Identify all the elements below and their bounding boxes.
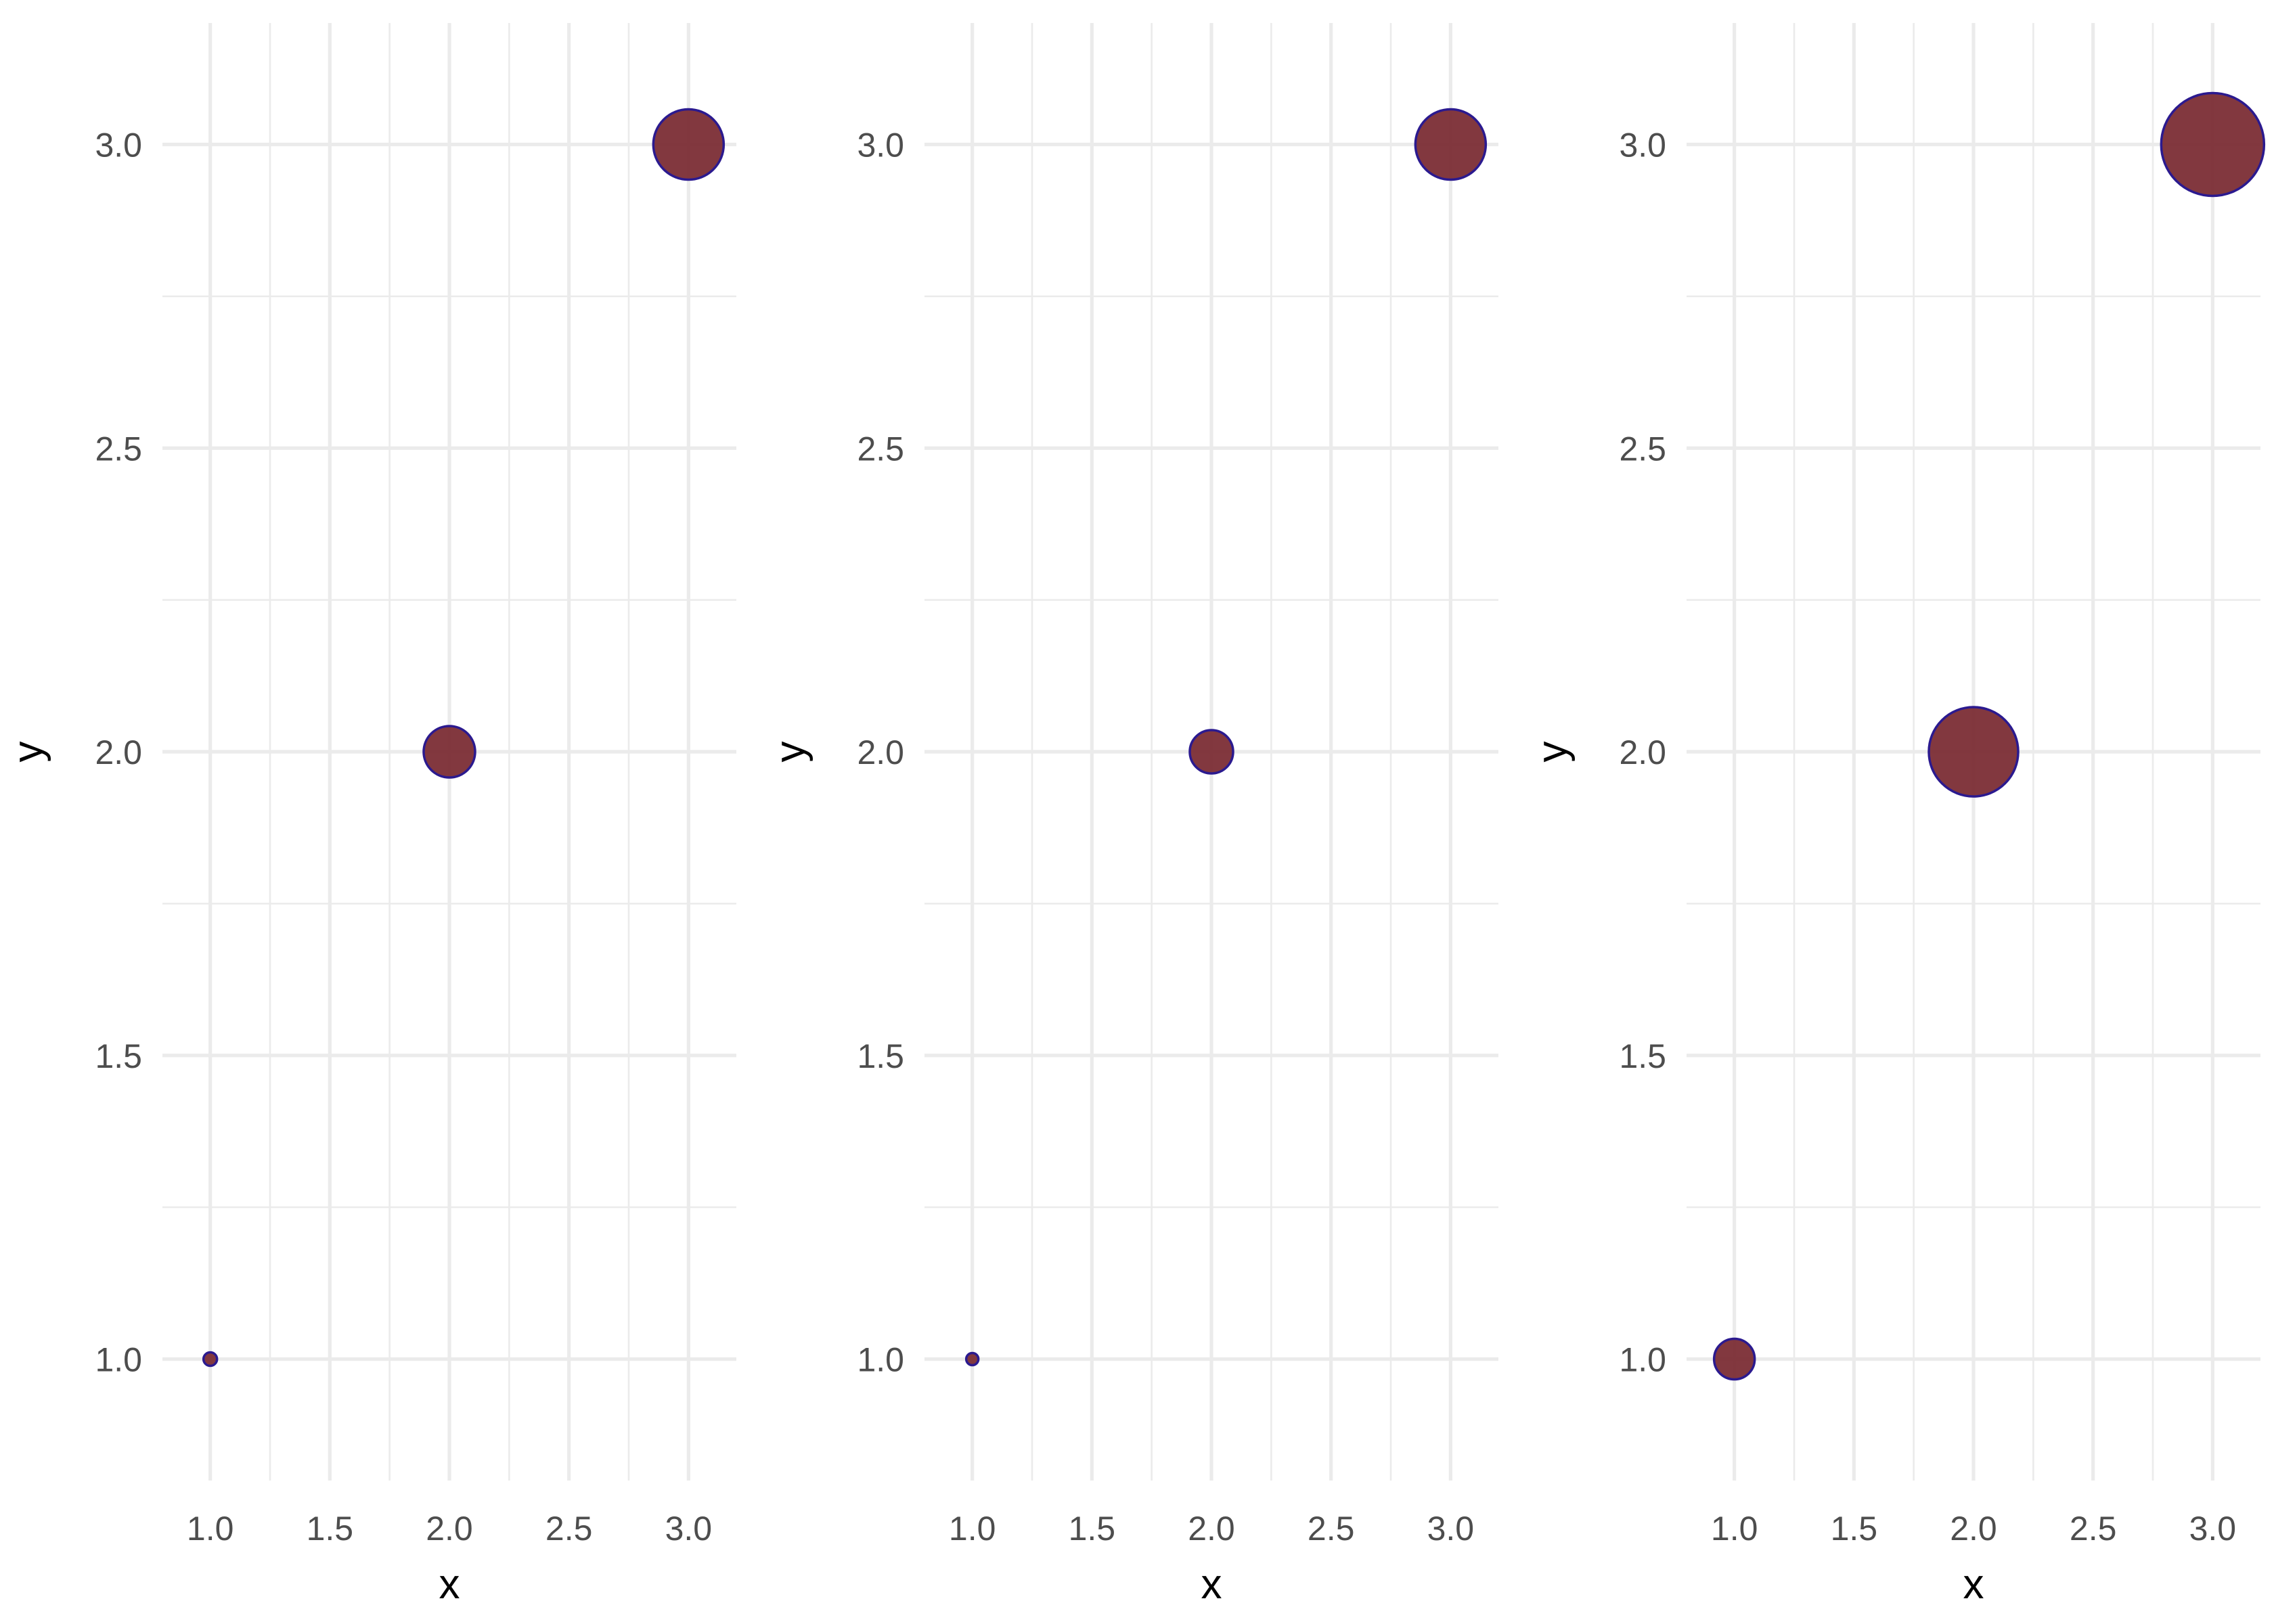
y-tick-label: 1.0 [857, 1341, 904, 1379]
data-point [964, 1351, 980, 1367]
y-tick-label: 1.5 [95, 1037, 142, 1075]
y-tick-label: 3.0 [95, 127, 142, 164]
y-tick-label: 3.0 [1619, 127, 1666, 164]
x-tick-label: 2.0 [1950, 1510, 1997, 1548]
panel-1: 1.0 1.5 2.0 2.5 3.0 1.0 1.5 2.0 2.5 3.0 x y [5, 23, 736, 1608]
data-point [1188, 729, 1234, 775]
y-tick-label: 2.0 [1619, 734, 1666, 771]
x-tick-label: 3.0 [1427, 1510, 1475, 1548]
data-point [1414, 108, 1488, 181]
y-tick-label: 2.0 [857, 734, 904, 771]
y-tick-label: 2.0 [95, 734, 142, 771]
x-tick-label: 1.0 [187, 1510, 234, 1548]
x-tick-label: 1.5 [1069, 1510, 1116, 1548]
x-axis-title: x [1963, 1561, 1984, 1608]
y-tick-label: 2.5 [95, 430, 142, 468]
x-axis-title: x [439, 1561, 460, 1608]
x-tick-label: 1.5 [307, 1510, 354, 1548]
x-tick-label: 2.0 [1188, 1510, 1235, 1548]
data-point [202, 1351, 219, 1368]
x-tick-label: 3.0 [2189, 1510, 2237, 1548]
y-axis-title: y [5, 742, 51, 763]
x-axis-title: x [1201, 1561, 1222, 1608]
y-tick-label: 3.0 [857, 127, 904, 164]
panel-2: 1.0 1.5 2.0 2.5 3.0 1.0 1.5 2.0 2.5 3.0 x y [767, 23, 1498, 1608]
x-tick-label: 2.5 [2070, 1510, 2117, 1548]
data-point [1712, 1337, 1756, 1381]
y-axis-title: y [1529, 742, 1576, 763]
x-tick-label: 1.0 [949, 1510, 996, 1548]
x-tick-label: 1.0 [1711, 1510, 1758, 1548]
x-tick-label: 3.0 [665, 1510, 713, 1548]
x-tick-label: 2.0 [426, 1510, 473, 1548]
data-point [652, 108, 726, 181]
data-point [1927, 706, 2020, 798]
y-tick-label: 1.0 [95, 1341, 142, 1379]
panel-3: 1.0 1.5 2.0 2.5 3.0 1.0 1.5 2.0 2.5 3.0 x y [1529, 23, 2266, 1608]
y-tick-label: 2.5 [857, 430, 904, 468]
y-tick-label: 1.5 [857, 1037, 904, 1075]
y-axis-title: y [767, 742, 813, 763]
data-point [2160, 91, 2266, 198]
y-tick-label: 1.0 [1619, 1341, 1666, 1379]
y-tick-label: 2.5 [1619, 430, 1666, 468]
data-point [422, 725, 476, 779]
y-tick-label: 1.5 [1619, 1037, 1666, 1075]
x-tick-label: 2.5 [545, 1510, 593, 1548]
x-tick-label: 1.5 [1831, 1510, 1878, 1548]
x-tick-label: 2.5 [1308, 1510, 1355, 1548]
